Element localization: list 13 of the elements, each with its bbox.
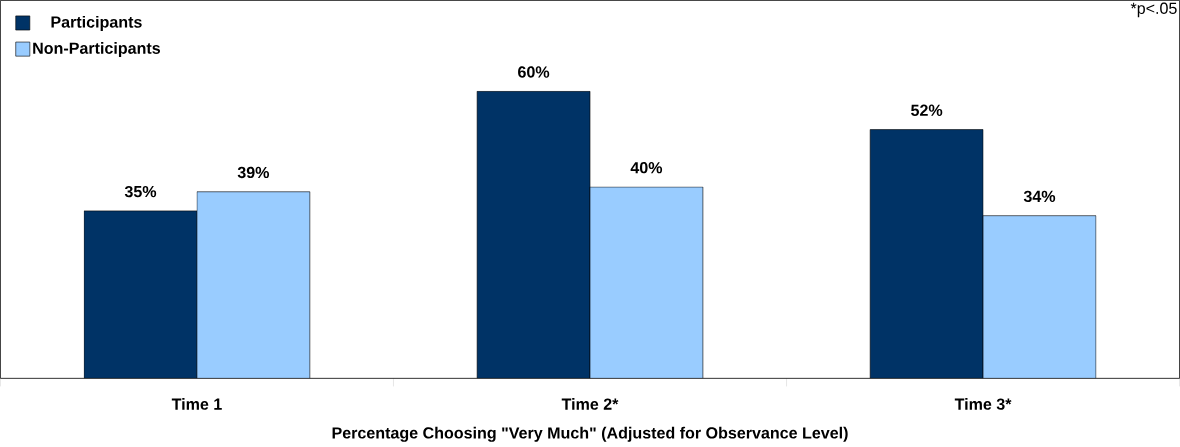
legend-label: Non-Participants <box>33 41 161 57</box>
x-tick-label: Time 3* <box>954 397 1012 410</box>
x-tick-label: Time 1 <box>171 397 222 410</box>
x-axis-title: Percentage Choosing "Very Much" (Adjusted for Observance Level) <box>332 426 848 442</box>
data-label: 35% <box>124 185 157 198</box>
annotation: *p<.05 <box>1130 2 1177 18</box>
data-label: 60% <box>518 66 550 78</box>
x-tick-label: Time 2* <box>561 397 619 410</box>
data-label: 34% <box>1023 190 1056 202</box>
data-label: 40% <box>630 161 663 174</box>
legend-label: Participants <box>51 15 142 31</box>
data-label: 39% <box>237 166 270 179</box>
data-label: 52% <box>911 104 943 116</box>
